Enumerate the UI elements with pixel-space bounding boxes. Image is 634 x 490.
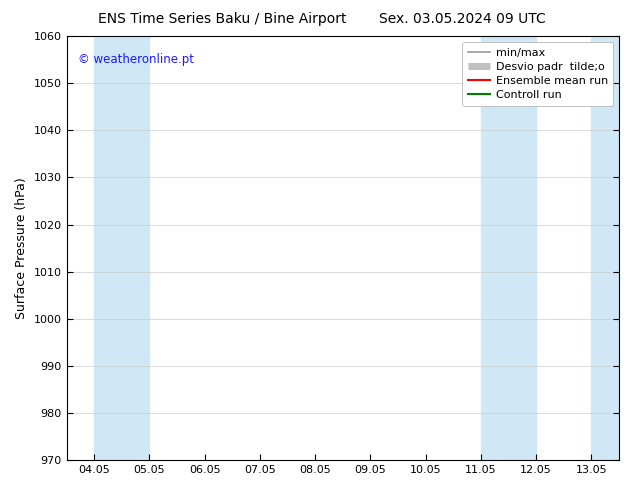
Y-axis label: Surface Pressure (hPa): Surface Pressure (hPa) [15, 177, 28, 319]
Bar [94, 36, 150, 460]
Text: © weatheronline.pt: © weatheronline.pt [77, 53, 193, 66]
Bar [592, 36, 619, 460]
Bar [481, 36, 536, 460]
Text: Sex. 03.05.2024 09 UTC: Sex. 03.05.2024 09 UTC [379, 12, 547, 26]
Legend: min/max, Desvio padr  tilde;o, Ensemble mean run, Controll run: min/max, Desvio padr tilde;o, Ensemble m… [462, 42, 614, 106]
Text: ENS Time Series Baku / Bine Airport: ENS Time Series Baku / Bine Airport [98, 12, 346, 26]
